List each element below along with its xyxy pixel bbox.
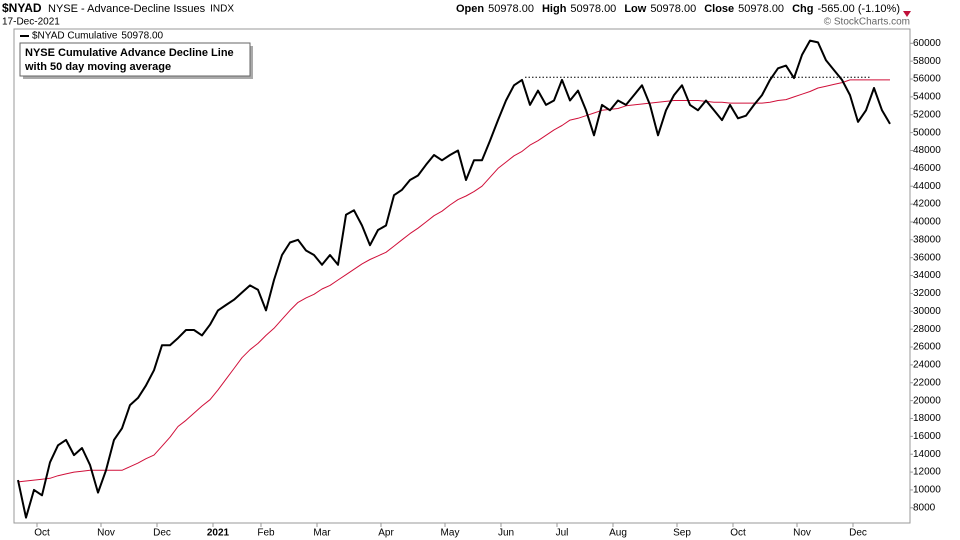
x-tick-label: 2021 xyxy=(207,528,230,539)
x-tick-label: Jun xyxy=(498,528,514,539)
x-tick-label: Oct xyxy=(34,528,50,539)
quote-label: Chg xyxy=(792,3,813,15)
y-tick-label: 40000 xyxy=(913,217,941,228)
y-tick-label: 54000 xyxy=(913,92,941,103)
y-tick-label: 36000 xyxy=(913,252,941,263)
y-tick-label: 48000 xyxy=(913,145,941,156)
annotation-line: NYSE Cumulative Advance Decline Line xyxy=(25,47,234,59)
series-line xyxy=(17,79,890,483)
y-tick-label: 8000 xyxy=(913,502,936,513)
quote-value: 50978.00 xyxy=(488,3,534,15)
legend-value: 50978.00 xyxy=(121,31,163,42)
y-tick-label: 44000 xyxy=(913,181,941,192)
y-tick-label: 60000 xyxy=(913,38,941,49)
y-tick-label: 50000 xyxy=(913,127,941,138)
x-tick-label: Nov xyxy=(793,528,811,539)
quote-label: High xyxy=(542,3,567,15)
y-tick-label: 16000 xyxy=(913,431,941,442)
x-tick-label: Apr xyxy=(378,528,394,539)
y-tick-label: 52000 xyxy=(913,109,941,120)
x-tick-label: Oct xyxy=(730,528,746,539)
annotation-line: with 50 day moving average xyxy=(24,61,171,73)
y-tick-label: 14000 xyxy=(913,449,941,460)
x-tick-label: Jul xyxy=(556,528,569,539)
y-tick-label: 34000 xyxy=(913,270,941,281)
x-tick-label: Aug xyxy=(609,528,627,539)
y-tick-label: 38000 xyxy=(913,234,941,245)
y-tick-label: 58000 xyxy=(913,56,941,67)
y-tick-label: 22000 xyxy=(913,377,941,388)
x-tick-label: Dec xyxy=(849,528,867,539)
quote-label: Close xyxy=(704,3,734,15)
x-tick-label: Mar xyxy=(313,528,331,539)
credit: © StockCharts.com xyxy=(824,17,910,28)
quote-label: Open xyxy=(456,3,484,15)
x-tick-label: Nov xyxy=(97,528,115,539)
quote-value: 50978.00 xyxy=(570,3,616,15)
legend-entry: $NYAD Cumulative xyxy=(32,31,118,42)
y-tick-label: 26000 xyxy=(913,342,941,353)
annotation-box xyxy=(19,42,251,77)
y-tick-label: 46000 xyxy=(913,163,941,174)
x-tick-label: May xyxy=(441,528,460,539)
y-tick-label: 28000 xyxy=(913,324,941,335)
y-tick-label: 10000 xyxy=(913,485,941,496)
y-tick-label: 56000 xyxy=(913,74,941,85)
y-tick-label: 30000 xyxy=(913,306,941,317)
description: NYSE - Advance-Decline Issues xyxy=(48,3,206,15)
x-tick-label: Feb xyxy=(257,528,275,539)
down-arrow xyxy=(903,11,911,17)
x-tick-label: Sep xyxy=(673,528,691,539)
y-tick-label: 24000 xyxy=(913,360,941,371)
quote-value: 50978.00 xyxy=(738,3,784,15)
series-line xyxy=(17,39,891,519)
y-tick-label: 12000 xyxy=(913,467,941,478)
y-tick-label: 42000 xyxy=(913,199,941,210)
quote-label: Low xyxy=(624,3,646,15)
date: 17-Dec-2021 xyxy=(2,17,60,28)
y-tick-label: 20000 xyxy=(913,395,941,406)
exchange: INDX xyxy=(210,4,234,15)
x-tick-label: Dec xyxy=(153,528,171,539)
quote-value: -565.00 (-1.10%) xyxy=(817,3,900,15)
symbol: $NYAD xyxy=(2,1,42,15)
y-tick-label: 32000 xyxy=(913,288,941,299)
quote-value: 50978.00 xyxy=(650,3,696,15)
y-tick-label: 18000 xyxy=(913,413,941,424)
